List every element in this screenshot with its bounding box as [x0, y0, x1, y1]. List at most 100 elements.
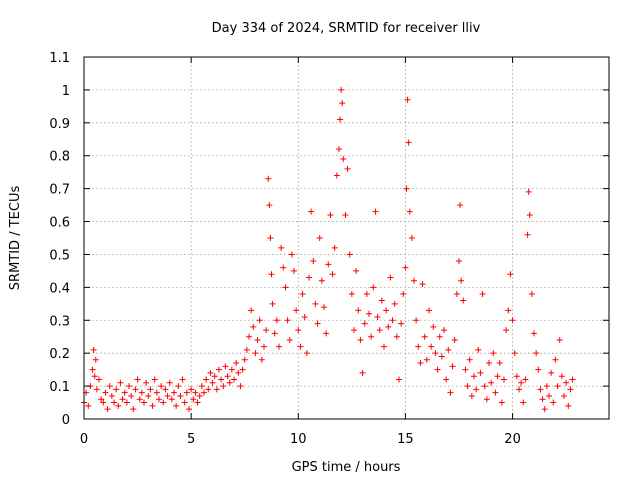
x-tick-label: 0: [80, 432, 88, 447]
data-point: [149, 402, 156, 409]
data-point: [121, 389, 128, 396]
data-point: [115, 402, 122, 409]
y-tick-label: 0.3: [49, 314, 70, 329]
y-tick-label: 0: [62, 413, 70, 428]
data-point: [316, 235, 323, 241]
data-point: [271, 330, 278, 337]
data-point: [473, 386, 480, 393]
data-point: [565, 402, 572, 409]
data-point: [449, 363, 456, 370]
data-point: [468, 392, 475, 399]
data-point: [475, 346, 482, 353]
data-point: [541, 406, 548, 413]
data-point: [494, 373, 501, 380]
data-point: [342, 211, 349, 218]
data-point: [361, 320, 368, 327]
data-point: [186, 406, 192, 413]
data-point: [520, 399, 527, 406]
data-point: [162, 386, 169, 393]
data-point: [511, 350, 518, 357]
data-point: [303, 350, 310, 357]
data-point: [108, 392, 115, 399]
data-point: [128, 392, 135, 399]
data-point: [492, 389, 499, 396]
data-point: [393, 333, 400, 340]
data-point: [381, 343, 387, 350]
data-point: [93, 386, 100, 393]
data-point: [314, 320, 321, 327]
data-point: [151, 376, 158, 383]
data-point: [421, 333, 428, 340]
data-point: [533, 350, 540, 357]
data-point: [231, 376, 237, 383]
data-point: [119, 396, 126, 403]
data-point: [552, 356, 559, 363]
data-point: [526, 211, 533, 218]
data-point: [239, 366, 246, 373]
data-point: [383, 307, 390, 314]
data-point: [400, 290, 407, 297]
data-point: [168, 396, 175, 403]
data-point: [263, 327, 270, 334]
data-point: [355, 307, 362, 314]
data-point: [85, 402, 92, 409]
data-point: [254, 337, 261, 344]
data-point: [143, 379, 150, 386]
data-point: [192, 389, 199, 396]
data-point: [417, 360, 424, 367]
data-point: [481, 383, 488, 390]
y-axis-label: SRMTID / TECUs: [8, 186, 23, 291]
data-point: [248, 307, 255, 314]
data-point: [423, 356, 430, 363]
data-point: [359, 369, 366, 376]
axis-ticks: [83, 56, 609, 420]
data-point: [327, 211, 334, 218]
data-point: [539, 396, 546, 403]
data-point: [344, 165, 351, 172]
data-point: [171, 389, 177, 396]
data-point: [567, 386, 574, 393]
data-point: [166, 379, 173, 386]
data-point: [104, 406, 111, 413]
data-point: [213, 386, 220, 393]
data-point: [269, 300, 276, 307]
data-point: [558, 373, 565, 380]
data-point: [363, 290, 370, 297]
data-point: [346, 251, 353, 258]
data-point: [280, 264, 287, 271]
data-point: [282, 284, 289, 291]
data-point: [543, 383, 550, 390]
data-point: [331, 244, 338, 251]
y-tick-label: 1.1: [49, 51, 70, 66]
data-point: [402, 264, 409, 271]
data-point: [370, 284, 377, 291]
data-point: [496, 360, 503, 367]
data-point: [268, 271, 275, 278]
data-point: [96, 376, 102, 383]
data-point: [113, 386, 120, 393]
data-point: [415, 343, 422, 350]
x-tick-label: 5: [187, 432, 195, 447]
data-point: [353, 267, 360, 274]
data-point: [228, 366, 235, 373]
data-point: [340, 156, 347, 163]
y-tick-label: 0.9: [49, 117, 70, 132]
data-point: [333, 172, 340, 179]
data-point: [535, 366, 542, 373]
data-point: [123, 399, 130, 406]
data-point: [252, 350, 259, 357]
data-point: [207, 369, 214, 376]
data-point: [286, 337, 293, 344]
data-point: [299, 290, 306, 297]
data-point: [224, 373, 231, 380]
data-point: [90, 346, 97, 353]
data-point: [179, 376, 186, 383]
data-point: [561, 392, 567, 399]
x-axis-label: GPS time / hours: [292, 460, 401, 475]
data-point: [216, 366, 222, 373]
data-point: [376, 327, 383, 334]
data-point: [550, 399, 557, 406]
data-point: [447, 389, 454, 396]
data-point: [295, 327, 302, 334]
